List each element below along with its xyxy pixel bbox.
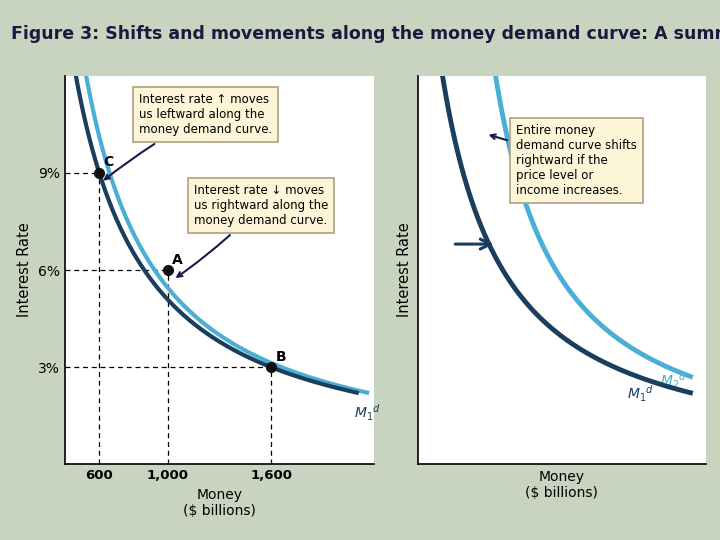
Y-axis label: Interest Rate: Interest Rate [397,222,412,318]
X-axis label: Money
($ billions): Money ($ billions) [525,470,598,500]
Text: Interest rate ↑ moves
us leftward along the
money demand curve.: Interest rate ↑ moves us leftward along … [105,93,272,179]
Text: Interest rate ↓ moves
us rightward along the
money demand curve.: Interest rate ↓ moves us rightward along… [177,184,328,277]
Text: M$_1$$^d$: M$_1$$^d$ [354,402,381,423]
Text: A: A [172,253,183,267]
Text: Entire money
demand curve shifts
rightward if the
price level or
income increase: Entire money demand curve shifts rightwa… [491,124,637,197]
Text: M$_2$$^d$: M$_2$$^d$ [660,371,687,392]
Text: C: C [104,156,114,170]
Text: Figure 3: Shifts and movements along the money demand curve: A summary: Figure 3: Shifts and movements along the… [11,25,720,43]
X-axis label: Money
($ billions): Money ($ billions) [183,488,256,518]
Text: B: B [276,350,286,364]
Y-axis label: Interest Rate: Interest Rate [17,222,32,318]
Text: M$_1$$^d$: M$_1$$^d$ [627,384,654,404]
